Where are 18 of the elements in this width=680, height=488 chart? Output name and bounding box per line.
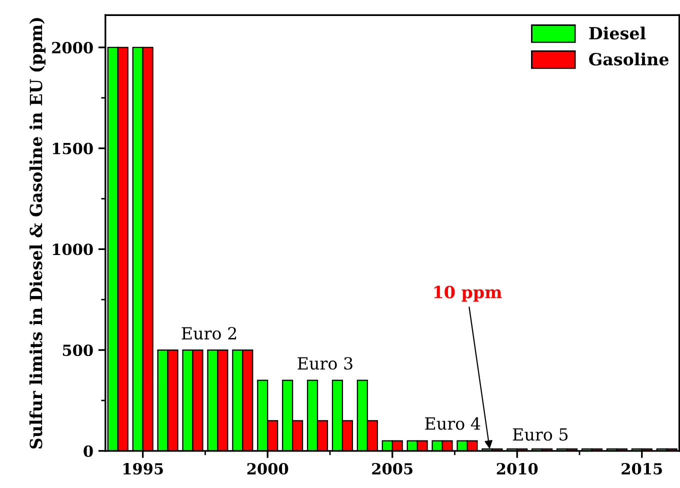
annotation: Euro 3: [298, 357, 352, 370]
annotation: Euro 2: [182, 327, 236, 340]
y-tick-label: 1000: [52, 244, 93, 256]
x-tick-label: 2010: [496, 462, 538, 475]
y-tick-label: 0: [84, 445, 93, 457]
annotation: 10 ppm: [434, 286, 502, 302]
x-tick-label: 2005: [372, 462, 412, 475]
legend-label: Diesel: [589, 26, 646, 40]
annotation: Euro 4: [425, 417, 480, 430]
y-tick-label: 1500: [52, 142, 93, 154]
x-tick-label: 1995: [123, 462, 163, 475]
x-tick-label: 2015: [622, 462, 662, 475]
x-tick-label: 2000: [247, 462, 288, 475]
y-axis-title: Sulfur limits in Diesel & Gasoline in EU (ppm): [29, 18, 46, 449]
annotation: Euro 5: [512, 428, 568, 441]
y-tick-label: 2000: [52, 42, 93, 54]
y-tick-label: 500: [62, 344, 93, 356]
legend-label: Gasoline: [589, 52, 669, 66]
